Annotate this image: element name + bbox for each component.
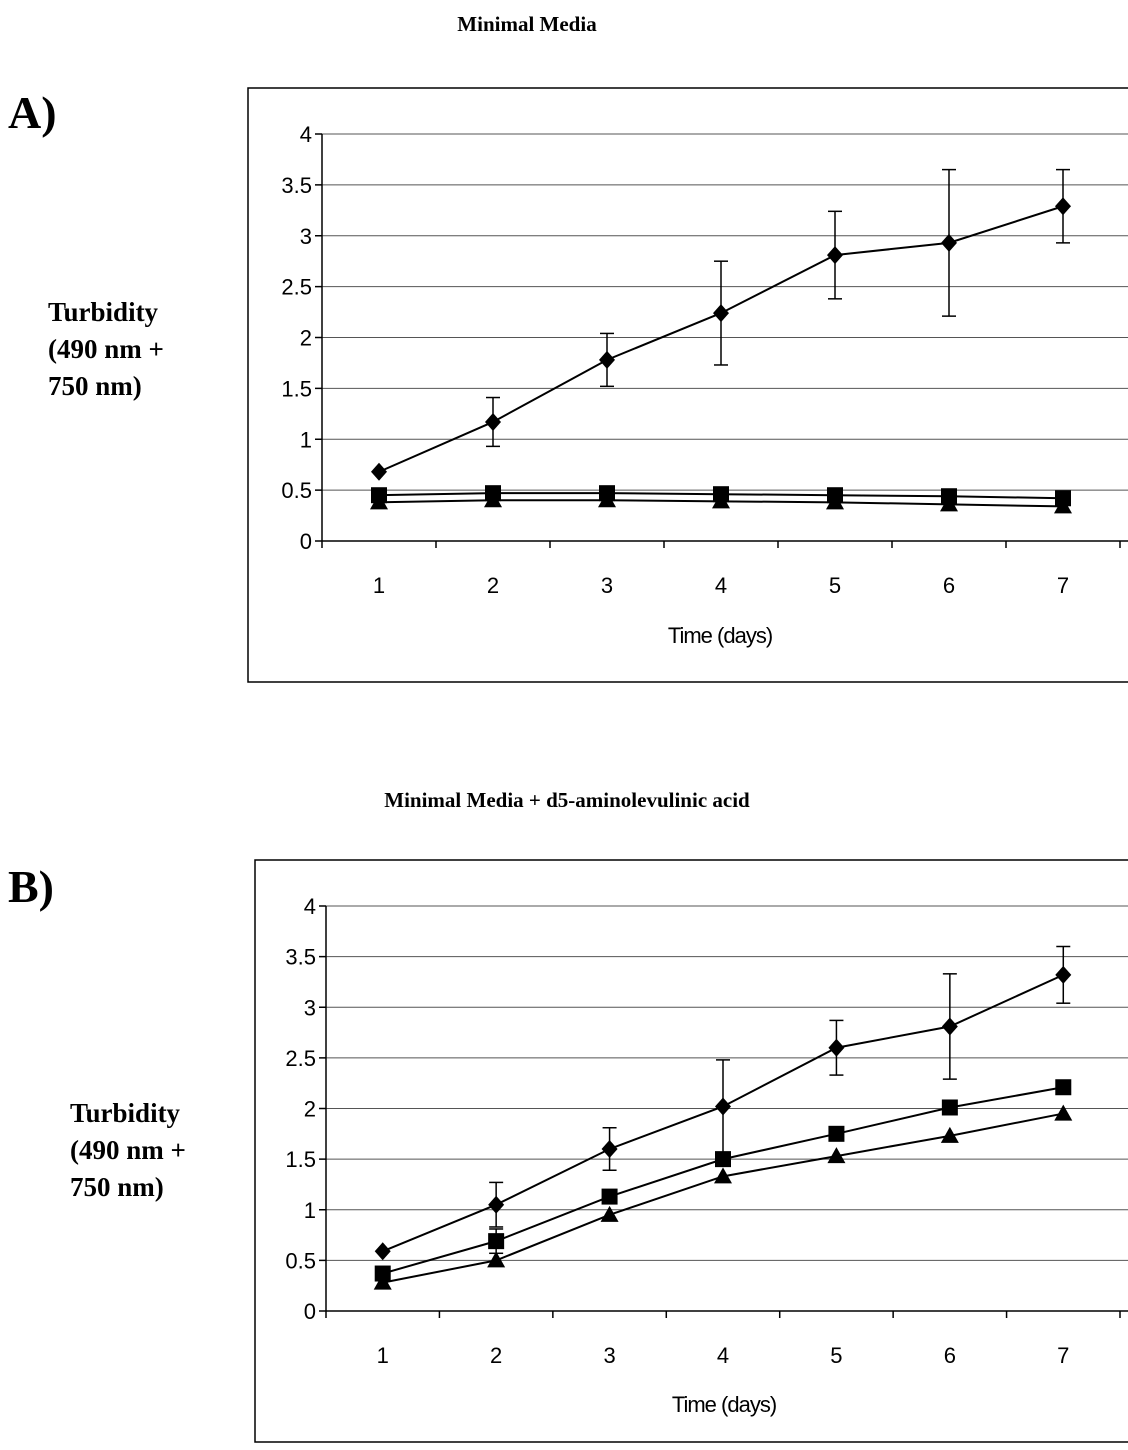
- data-point-diamond-a: [713, 304, 729, 322]
- data-point-diamond-a: [485, 413, 501, 431]
- y-tick-label-b: 2: [304, 1097, 316, 1122]
- panel-b: Minimal Media + d5-aminolevulinic acid B…: [8, 788, 1128, 1442]
- data-point-triangle-b: [601, 1206, 619, 1222]
- series-triangle-a: [370, 491, 1072, 513]
- y-tick-label-b: 0: [304, 1299, 316, 1324]
- x-tick-label-b: 3: [603, 1343, 615, 1368]
- x-tick-label-a: 4: [715, 573, 727, 598]
- x-tick-label-a: 7: [1057, 573, 1069, 598]
- y-axis-label-a-line1: Turbidity: [48, 297, 159, 327]
- data-point-diamond-b: [1055, 966, 1071, 984]
- y-tick-label-b: 0.5: [285, 1248, 316, 1273]
- y-tick-label-a: 0.5: [281, 478, 312, 503]
- data-point-diamond-a: [371, 463, 387, 481]
- x-tick-label-b: 4: [717, 1343, 729, 1368]
- x-tick-label-b: 6: [944, 1343, 956, 1368]
- y-tick-label-a: 3.5: [281, 173, 312, 198]
- data-point-diamond-a: [599, 351, 615, 369]
- y-tick-label-a: 4: [300, 122, 312, 147]
- y-tick-label-b: 1: [304, 1198, 316, 1223]
- x-axis-title-b: Time (days): [672, 1392, 776, 1417]
- panel-a: Minimal Media A) Turbidity (490 nm + 750…: [8, 12, 1128, 682]
- x-tick-label-a: 2: [487, 573, 499, 598]
- y-tick-label-b: 1.5: [285, 1147, 316, 1172]
- x-tick-label-a: 3: [601, 573, 613, 598]
- series-diamond-b: [375, 947, 1072, 1261]
- data-point-square-b: [942, 1099, 958, 1115]
- plot-area-a: 0 0.5 1 1.5 2 2.5 3 3.5 4 1 2 3 4 5 6 7: [281, 122, 1128, 598]
- y-tick-label-a: 2: [300, 326, 312, 351]
- data-point-diamond-a: [1055, 197, 1071, 215]
- y-axis-label-a: Turbidity (490 nm + 750 nm): [48, 297, 171, 401]
- data-point-diamond-b: [488, 1196, 504, 1214]
- y-axis-label-a-line2: (490 nm +: [48, 334, 164, 364]
- data-point-square-b: [602, 1189, 618, 1205]
- y-tick-label-a: 2.5: [281, 275, 312, 300]
- data-point-triangle-b: [1054, 1105, 1072, 1121]
- y-tick-label-b: 2.5: [285, 1046, 316, 1071]
- data-point-square-b: [828, 1126, 844, 1142]
- x-tick-label-a: 6: [943, 573, 955, 598]
- data-point-diamond-b: [602, 1140, 618, 1158]
- plot-area-b: 0 0.5 1 1.5 2 2.5 3 3.5 4 1 2 3 4 5 6 7: [285, 894, 1128, 1368]
- data-point-diamond-a: [827, 246, 843, 264]
- data-point-diamond-b: [375, 1242, 391, 1260]
- data-point-square-b: [1055, 1079, 1071, 1095]
- x-tick-label-b: 1: [377, 1343, 389, 1368]
- y-tick-label-b: 3: [304, 995, 316, 1020]
- y-tick-label-a: 1: [300, 427, 312, 452]
- chart-title-a: Minimal Media: [457, 12, 597, 36]
- data-point-diamond-b: [828, 1039, 844, 1057]
- data-point-diamond-b: [942, 1017, 958, 1035]
- panel-label-a: A): [8, 87, 57, 138]
- x-tick-label-a: 1: [373, 573, 385, 598]
- x-tick-label-b: 7: [1057, 1343, 1069, 1368]
- panel-label-b: B): [8, 861, 54, 912]
- data-point-diamond-b: [715, 1097, 731, 1115]
- y-axis-label-b: Turbidity (490 nm + 750 nm): [70, 1098, 193, 1202]
- y-axis-label-a-line3: 750 nm): [48, 371, 142, 401]
- y-tick-label-a: 1.5: [281, 376, 312, 401]
- y-tick-label-b: 3.5: [285, 945, 316, 970]
- x-tick-label-b: 5: [830, 1343, 842, 1368]
- data-point-square-b: [488, 1233, 504, 1249]
- data-point-square-b: [715, 1151, 731, 1167]
- y-tick-label-b: 4: [304, 894, 316, 919]
- y-axis-label-b-line1: Turbidity: [70, 1098, 181, 1128]
- x-tick-label-b: 2: [490, 1343, 502, 1368]
- x-axis-title-a: Time (days): [668, 623, 772, 648]
- y-tick-label-a: 3: [300, 224, 312, 249]
- x-tick-label-a: 5: [829, 573, 841, 598]
- y-axis-label-b-line2: (490 nm +: [70, 1135, 186, 1165]
- series-diamond-a: [371, 170, 1071, 481]
- y-axis-label-b-line3: 750 nm): [70, 1172, 164, 1202]
- data-point-diamond-a: [941, 234, 957, 252]
- chart-title-b: Minimal Media + d5-aminolevulinic acid: [384, 788, 750, 812]
- y-tick-label-a: 0: [300, 529, 312, 554]
